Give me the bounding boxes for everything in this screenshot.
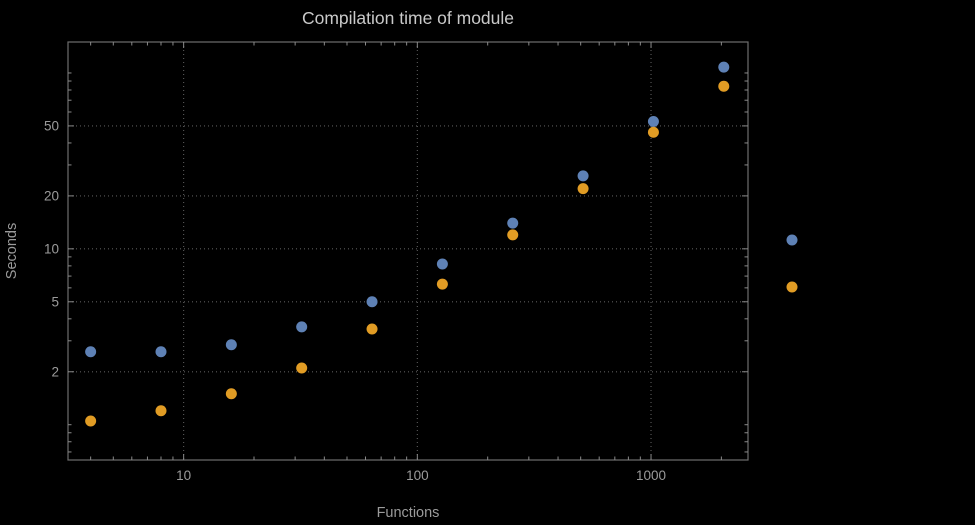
frame-rect xyxy=(67,41,749,461)
data-point xyxy=(155,405,167,417)
axis-tick-labels: 10 100 1000 2 5 10 20 50 xyxy=(44,118,666,483)
y-tick-label: 20 xyxy=(44,188,59,203)
data-point xyxy=(225,388,237,400)
x-tick-label: 10 xyxy=(176,468,191,483)
x-axis-label: Functions xyxy=(377,505,440,521)
legend-marker xyxy=(786,234,798,246)
data-point xyxy=(296,321,308,333)
axis-ticks xyxy=(68,42,748,460)
data-point xyxy=(366,323,378,335)
data-point xyxy=(507,229,519,241)
data-point xyxy=(577,183,589,195)
chart-title: Compilation time of module xyxy=(302,8,514,28)
data-point xyxy=(718,80,730,92)
data-point xyxy=(507,217,519,229)
gridlines xyxy=(68,42,748,460)
data-point xyxy=(296,362,308,374)
legend xyxy=(786,234,798,293)
y-tick-label: 50 xyxy=(44,118,59,133)
data-point xyxy=(155,346,167,358)
data-point xyxy=(85,415,97,427)
series-orange xyxy=(85,80,730,427)
y-tick-label: 5 xyxy=(51,294,59,309)
data-point xyxy=(577,170,589,182)
x-tick-label: 100 xyxy=(406,468,429,483)
data-point xyxy=(718,61,730,73)
data-point xyxy=(366,296,378,308)
series-blue xyxy=(85,61,730,358)
data-point xyxy=(85,346,97,358)
data-points xyxy=(85,61,730,427)
plot-frame xyxy=(67,41,749,461)
data-point xyxy=(647,126,659,138)
data-point xyxy=(436,278,448,290)
data-point xyxy=(436,258,448,270)
legend-marker xyxy=(786,281,798,293)
y-tick-label: 10 xyxy=(44,241,59,256)
x-tick-label: 1000 xyxy=(636,468,666,483)
data-point xyxy=(225,339,237,351)
y-axis-label: Seconds xyxy=(4,223,20,279)
y-tick-label: 2 xyxy=(51,364,59,379)
data-point xyxy=(647,115,659,127)
